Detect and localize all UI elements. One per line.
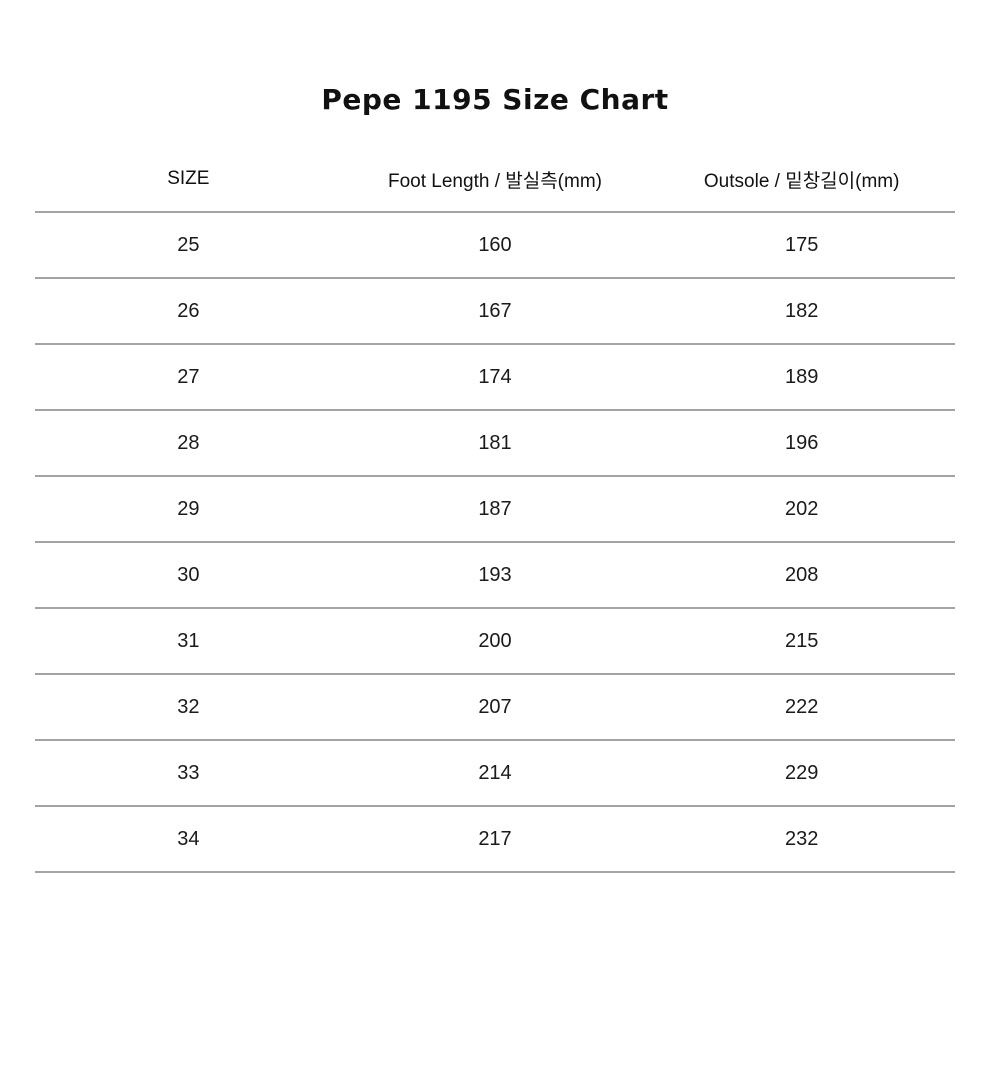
size-cell: 30 bbox=[177, 563, 200, 586]
table-row: 31 200 215 bbox=[35, 609, 955, 675]
header-size: SIZE bbox=[167, 168, 210, 189]
outsole-cell: 202 bbox=[784, 497, 819, 520]
size-cell: 33 bbox=[177, 761, 200, 784]
size-cell: 27 bbox=[177, 365, 200, 388]
size-cell: 34 bbox=[177, 827, 200, 850]
outsole-cell: 175 bbox=[784, 233, 819, 256]
table-row: 25 160 175 bbox=[35, 213, 955, 279]
size-table: SIZE Foot Length / 발실측(mm) Outsole / 밑창길… bbox=[35, 147, 955, 873]
outsole-cell: 215 bbox=[784, 629, 819, 652]
outsole-cell: 196 bbox=[784, 431, 819, 454]
page-title: Pepe 1195 Size Chart bbox=[321, 83, 669, 116]
header-foot-length: Foot Length / 발실측(mm) bbox=[388, 170, 602, 192]
foot-length-cell: 160 bbox=[478, 233, 512, 256]
table-row: 28 181 196 bbox=[35, 411, 955, 477]
outsole-cell: 208 bbox=[784, 563, 819, 586]
size-chart-page: Pepe 1195 Size Chart SIZE Foot Length / … bbox=[0, 83, 990, 873]
size-cell: 32 bbox=[177, 695, 200, 718]
size-cell: 28 bbox=[177, 431, 200, 454]
table-row: 32 207 222 bbox=[35, 675, 955, 741]
outsole-cell: 229 bbox=[784, 761, 819, 784]
table-row: 26 167 182 bbox=[35, 279, 955, 345]
foot-length-cell: 187 bbox=[478, 497, 512, 520]
outsole-cell: 182 bbox=[784, 299, 819, 322]
table-body: 25 160 175 26 167 182 27 174 189 28 181 … bbox=[35, 213, 955, 873]
size-cell: 31 bbox=[177, 629, 200, 652]
foot-length-cell: 217 bbox=[478, 827, 512, 850]
size-cell: 29 bbox=[177, 497, 200, 520]
header-outsole: Outsole / 밑창길이(mm) bbox=[703, 170, 900, 192]
table-row: 29 187 202 bbox=[35, 477, 955, 543]
foot-length-cell: 200 bbox=[478, 629, 512, 652]
table-row: 33 214 229 bbox=[35, 741, 955, 807]
foot-length-cell: 207 bbox=[478, 695, 512, 718]
size-cell: 25 bbox=[177, 233, 200, 256]
table-row: 27 174 189 bbox=[35, 345, 955, 411]
outsole-cell: 232 bbox=[784, 827, 819, 850]
foot-length-cell: 174 bbox=[478, 365, 512, 388]
outsole-cell: 222 bbox=[784, 695, 819, 718]
table-row: 34 217 232 bbox=[35, 807, 955, 873]
foot-length-cell: 193 bbox=[478, 563, 512, 586]
outsole-cell: 189 bbox=[784, 365, 819, 388]
table-row: 30 193 208 bbox=[35, 543, 955, 609]
foot-length-cell: 214 bbox=[478, 761, 512, 784]
table-header-row: SIZE Foot Length / 발실측(mm) Outsole / 밑창길… bbox=[35, 147, 955, 213]
foot-length-cell: 167 bbox=[478, 299, 512, 322]
foot-length-cell: 181 bbox=[478, 431, 512, 454]
size-cell: 26 bbox=[177, 299, 200, 322]
